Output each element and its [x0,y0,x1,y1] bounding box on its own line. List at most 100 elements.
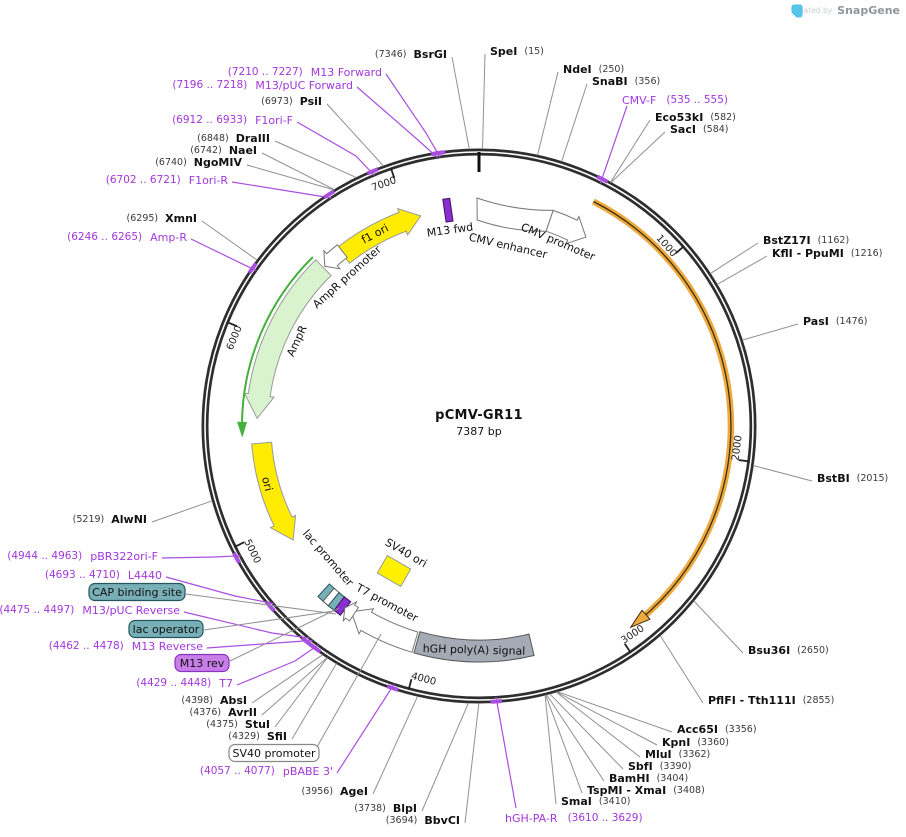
leader-MluI [555,691,641,758]
feature-m13-fwd-glyph [442,197,454,223]
tick-4000 [407,678,413,691]
primer-leader-M13/pUC Forward [356,86,439,159]
snapgene-brand-text: SnapGene [837,4,900,17]
enzyme-label-BbvCI: (3694) BbvCI [386,814,460,827]
primer-label-pBR322ori-F: (4944 .. 4963) pBR322ori-F [7,550,158,563]
leader-KpnI [556,691,658,746]
leader-Bsu36I [693,600,744,654]
primer-label-M13/pUC Forward: (7196 .. 7218) M13/pUC Forward [172,79,353,92]
snapgene-logo-icon [791,4,803,18]
tick-5000 [233,541,245,548]
primer-leader-M13/pUC Reverse [183,611,310,639]
tick-2000 [738,459,750,463]
primer-tick-M13/pUC Forward [430,150,443,157]
primer-leader-L4440 [165,576,274,605]
primer-tick-pBABE 3' [386,684,399,692]
leader-AbsI [251,654,324,704]
enzyme-label-NgoMIV: (6740) NgoMIV [155,156,242,169]
primer-label-M13 Forward: (7210 .. 7227) M13 Forward [228,66,382,79]
enzyme-label-PasI: PasI (1476) [803,315,867,328]
tick-label-7000: 7000 [370,175,398,194]
primer-label-F1ori-R: (6702 .. 6721) F1ori-R [106,174,229,187]
tick-label-6000: 6000 [225,324,245,352]
boxed-label-leader-lac-operator [203,610,335,631]
enzyme-label-AbsI: (4398) AbsI [181,694,247,707]
tick-1000 [675,245,685,254]
enzyme-label-KpnI: KpnI (3360) [662,736,729,749]
tick-label-4000: 4000 [410,671,437,688]
primer-label-F1ori-F: (6912 .. 6933) F1ori-F [172,114,293,127]
boxed-label-box-lac-operator [128,619,204,639]
enzyme-label-Acc65I: Acc65I (3356) [677,723,757,736]
enzyme-label-SacI: SacI (584) [670,123,729,136]
leader-Eco53kI [610,119,651,183]
enzyme-label-Bsu36I: Bsu36I (2650) [748,644,829,657]
boxed-label-lac-operator: lac operator [133,623,200,636]
features-layer [237,197,735,663]
enzyme-label-Eco53kI: Eco53kI (582) [655,111,736,124]
primer-label-CMV-F: CMV-F (535 .. 555) [622,94,728,107]
primer-tick-F1ori-F [366,167,379,176]
glyph-t7-promoter-arrow [342,601,360,622]
primer-leader-T7 [236,644,319,686]
feature-ampr-strand-arrowhead [237,421,247,438]
enzyme-label-NdeI: NdeI (250) [563,63,624,76]
enzyme-label-SbfI: SbfI (3390) [628,760,691,773]
feature-f1-ori [336,207,422,264]
leader-DraIII [274,140,357,179]
boxed-label-cap-binding-site: CAP binding site [92,586,182,599]
enzyme-label-SnaBI: SnaBI (356) [592,75,660,88]
feature-label-ori: ori [259,475,275,492]
leader-XmnI [201,220,258,261]
primer-label-Amp-R: (6246 .. 6265) Amp-R [67,231,187,244]
leader-SacI [610,131,666,183]
leader-PflFI - Tth111I [659,635,704,704]
enzyme-label-AvrII: (4376) AvrII [190,706,258,719]
leader-SnaBI [561,83,588,162]
feature-ori [251,441,297,541]
feature-ampr [243,259,332,420]
leader-NgoMIV [246,164,335,191]
tick-6000 [226,321,238,327]
leader-lines-layer [151,53,813,824]
leader-BstBI [753,465,813,482]
primer-label-M13/pUC Reverse: (4475 .. 4497) M13/pUC Reverse [0,604,180,617]
leader-AgeI [372,695,419,795]
enzyme-label-BstZ17I: BstZ17I (1162) [763,234,849,247]
insert-arc [591,198,735,623]
leader-SbfI [549,693,624,770]
leader-BbvCI [464,702,480,824]
primer-leader-hGH-PA-R [495,696,517,809]
feature-sv40-ori [376,554,412,588]
enzyme-label-PflFI - Tth111I: PflFI - Tth111I (2855) [708,694,834,707]
primer-leader-M13 Reverse [206,639,313,649]
leader-SmaI [544,694,557,805]
primer-label-pBABE 3': (4057 .. 4077) pBABE 3' [200,765,333,778]
enzyme-label-AgeI: (3956) AgeI [301,785,368,798]
feature-label-hgh-polya: hGH poly(A) signal [423,642,526,658]
leader-SpeI [482,53,486,150]
leader-SfiI [291,663,337,740]
enzyme-label-TspMI - XmaI: TspMI - XmaI (3408) [587,784,705,797]
boxed-label-leader-sv40-promoter [316,633,382,748]
feature-ampr-promoter [323,244,348,270]
enzyme-label-SpeI: SpeI (15) [490,45,544,58]
leader-Acc65I [557,691,673,733]
insert-arc-core [593,200,732,621]
primer-leader-F1ori-R [231,181,332,199]
leader-PsiI [326,103,384,167]
leader-BsrGI [451,56,470,150]
enzyme-label-DraIII: (6848) DraIII [197,132,270,145]
tick-label-2000: 2000 [730,435,744,462]
primer-leader-F1ori-F [296,121,375,176]
primer-label-L4440: (4693 .. 4710) L4440 [45,569,162,582]
primer-label-T7: (4429 .. 4448) T7 [136,677,233,690]
enzyme-label-AlwNI: (5219) AlwNI [73,513,147,526]
primer-leader-pBABE 3' [336,683,395,774]
tick-7000 [389,167,396,179]
primer-leader-pBR322ori-F [161,555,241,559]
created-by-text: Created by [790,6,833,15]
labels-layer: SpeI (15)NdeI (250)SnaBI (356)Eco53kI (582)S… [0,45,888,827]
